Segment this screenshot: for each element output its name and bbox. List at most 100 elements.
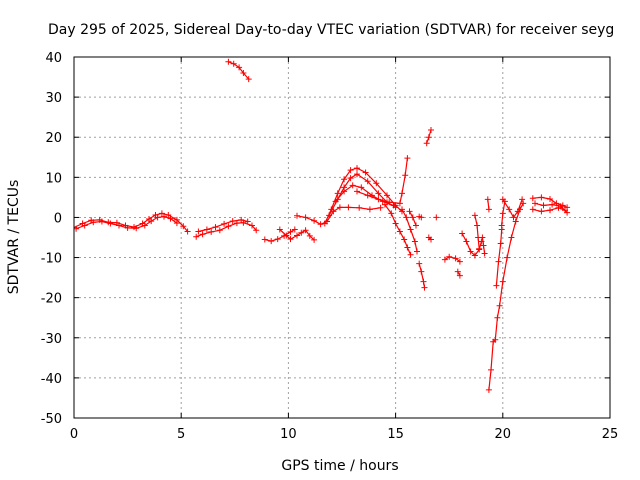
data-point-marker [428,236,434,243]
series-trace [279,229,315,241]
data-point-marker [428,127,434,133]
data-point-marker [274,236,281,243]
series-trace [444,256,461,263]
data-point-marker [349,182,356,189]
series-arc-18 [433,214,440,221]
data-point-marker [341,188,348,195]
data-point-marker [485,206,492,213]
data-point-marker [245,76,252,83]
series-arc-21 [459,230,485,259]
data-point-marker [302,214,309,221]
y-tick-label: 20 [45,131,62,146]
data-point-marker [456,272,463,279]
data-point-marker [471,252,478,259]
data-point-marker [165,212,172,218]
data-point-marker [366,206,373,213]
data-point-marker [317,221,324,228]
data-point-marker [276,226,283,233]
data-point-marker [388,210,395,217]
series-arc-13 [399,206,420,255]
series-arc-20 [441,253,463,265]
series-trace [495,229,503,286]
data-point-marker [396,200,403,207]
data-point-marker [261,236,268,243]
data-point-marker [161,213,167,220]
data-point-marker [512,218,519,225]
data-point-marker [420,278,427,285]
data-point-marker [425,134,432,141]
x-axis-label: GPS time / hours [281,458,398,474]
data-point-marker [148,218,155,225]
data-point-marker [413,222,419,229]
data-point-marker [446,253,453,260]
data-point-marker [416,260,423,267]
series-arc-30 [529,204,568,215]
data-point-marker [497,240,504,247]
data-point-marker [354,165,360,172]
data-point-marker [98,218,105,225]
series-arc-19 [423,127,434,147]
data-point-marker [141,222,148,229]
data-point-marker [499,278,506,285]
data-point-marker [414,248,420,255]
data-point-marker [124,224,131,231]
data-point-marker [492,336,499,343]
data-point-marker [386,199,393,206]
data-point-marker [508,234,515,241]
data-point-marker [488,366,494,373]
data-point-marker [547,196,553,202]
data-point-marker [402,172,409,179]
y-tick-label: -10 [41,252,62,267]
series-arc-6 [276,226,318,243]
series-arc-7 [294,204,384,228]
data-point-marker [236,64,243,71]
data-point-marker [221,220,228,227]
data-point-marker [249,222,255,229]
data-point-marker [540,202,547,209]
data-point-marker [481,250,488,257]
data-point-marker [173,220,180,227]
data-point-marker [390,202,397,209]
data-point-marker [423,140,430,147]
series-arc-28 [499,196,526,221]
data-point-marker [392,220,399,227]
series-arc-24 [484,196,492,213]
data-point-marker [294,212,300,219]
data-point-marker [199,231,206,238]
y-tick-label: -50 [41,412,62,427]
y-tick-label: -40 [41,372,62,387]
y-tick-label: -30 [41,332,62,347]
data-point-marker [306,232,313,239]
data-point-marker [238,216,245,223]
series-arc-3b [195,216,251,235]
data-point-marker [441,256,448,263]
data-point-marker [373,180,380,187]
data-point-marker [230,60,237,67]
series-arc-20b [454,268,463,279]
x-tick-label: 0 [70,427,78,442]
data-point-marker [195,228,202,235]
data-point-marker [480,242,487,249]
series-arc-31 [532,200,571,216]
data-point-marker [90,219,97,226]
data-point-marker [167,215,174,222]
data-point-marker [298,229,305,236]
data-point-marker [216,227,223,234]
data-point-marker [287,228,294,235]
series-arc-17 [416,213,425,221]
data-point-marker [409,214,416,221]
data-point-marker [184,228,191,235]
data-point-marker [484,196,491,203]
series-trace [532,207,566,213]
series-arc-23 [479,234,488,257]
data-point-marker [354,171,360,178]
data-point-marker [418,268,425,275]
data-point-marker [332,198,339,205]
series-trace [502,199,523,219]
data-point-marker [549,201,556,208]
data-point-marker [407,251,414,258]
y-axis-label: SDTVAR / TECUs [6,180,22,295]
chart-title: Day 295 of 2025, Sidereal Day-to-day VTE… [48,22,614,38]
data-point-marker [356,204,363,211]
data-point-marker [347,175,354,182]
